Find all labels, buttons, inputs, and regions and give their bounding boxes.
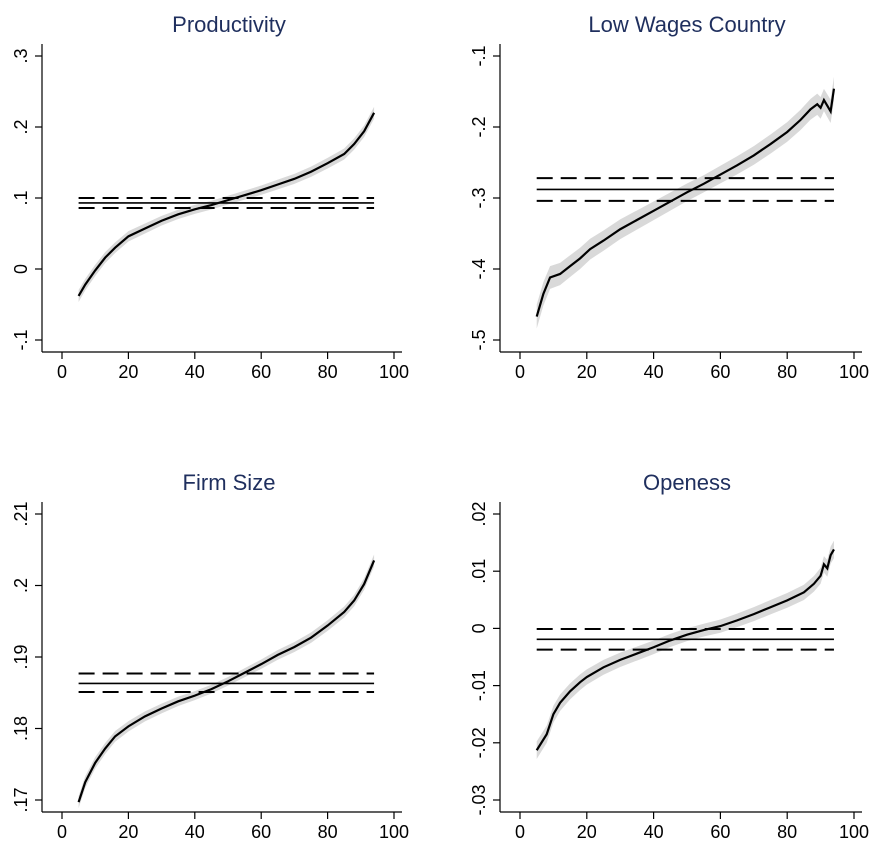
y-tick-label: .1	[11, 190, 31, 205]
y-tick-label: .19	[11, 644, 31, 669]
y-tick-label: .2	[11, 578, 31, 593]
chart-panel-2: Low Wages Country 0 20 40 60 80 100 -.5 -.4 -.3 -.…	[469, 12, 869, 382]
y-tick-label: -.3	[469, 187, 489, 208]
y-tick-label: 0	[11, 264, 31, 274]
chart-panel-1: Productivity 0 20 40 60 80 100 -.1 0 .1 .2 .3	[11, 12, 409, 382]
x-tick-label: 60	[251, 822, 271, 842]
y-tick-label: 0	[469, 623, 489, 633]
x-tick-label: 40	[644, 362, 664, 382]
x-tick-label: 20	[577, 362, 597, 382]
x-tick-label: 100	[839, 362, 869, 382]
x-tick-label: 0	[515, 362, 525, 382]
x-tick-label: 40	[644, 822, 664, 842]
y-tick-label: .21	[11, 501, 31, 526]
y-tick-label: -.03	[469, 784, 489, 815]
x-tick-label: 100	[379, 362, 409, 382]
y-tick-label: -.5	[469, 329, 489, 350]
x-tick-label: 40	[185, 822, 205, 842]
y-tick-label: -.2	[469, 116, 489, 137]
x-tick-label: 100	[379, 822, 409, 842]
x-tick-label: 80	[318, 822, 338, 842]
chart-title: Productivity	[172, 12, 286, 37]
x-tick-label: 80	[777, 822, 797, 842]
y-tick-label: .2	[11, 119, 31, 134]
x-tick-label: 100	[839, 822, 869, 842]
x-tick-label: 60	[710, 362, 730, 382]
y-tick-label: .3	[11, 48, 31, 63]
quantile-estimate-line	[77, 112, 376, 297]
x-tick-label: 20	[577, 822, 597, 842]
y-tick-label: .02	[469, 501, 489, 526]
confidence-band	[78, 106, 375, 302]
chart-title: Firm Size	[183, 470, 276, 495]
quantile-estimate-line	[535, 548, 835, 751]
y-tick-label: .17	[11, 787, 31, 812]
quantile-estimate-line	[535, 88, 836, 317]
chart-panel-4: Openess 0 20 40 60 80 100 -.03 -.02 -.01 0 .01 .02	[469, 470, 869, 842]
y-tick-label: -.02	[469, 727, 489, 758]
x-tick-label: 20	[118, 362, 138, 382]
x-tick-label: 0	[57, 822, 67, 842]
y-tick-label: -.01	[469, 670, 489, 701]
quantile-estimate-line	[77, 560, 376, 803]
x-tick-label: 0	[57, 362, 67, 382]
confidence-band	[536, 76, 834, 329]
y-tick-label: -.4	[469, 258, 489, 279]
x-tick-label: 80	[318, 362, 338, 382]
y-tick-label: -.1	[469, 45, 489, 66]
y-tick-label: -.1	[11, 329, 31, 350]
x-tick-label: 80	[777, 362, 797, 382]
chart-title: Openess	[643, 470, 731, 495]
chart-title: Low Wages Country	[588, 12, 785, 37]
x-tick-label: 60	[251, 362, 271, 382]
x-tick-label: 60	[710, 822, 730, 842]
x-tick-label: 0	[515, 822, 525, 842]
y-tick-label: .18	[11, 716, 31, 741]
y-tick-label: .01	[469, 559, 489, 584]
x-tick-label: 20	[118, 822, 138, 842]
chart-panel-3: Firm Size 0 20 40 60 80 100 .17 .18 .19 .2 .21	[11, 470, 409, 842]
x-tick-label: 40	[185, 362, 205, 382]
